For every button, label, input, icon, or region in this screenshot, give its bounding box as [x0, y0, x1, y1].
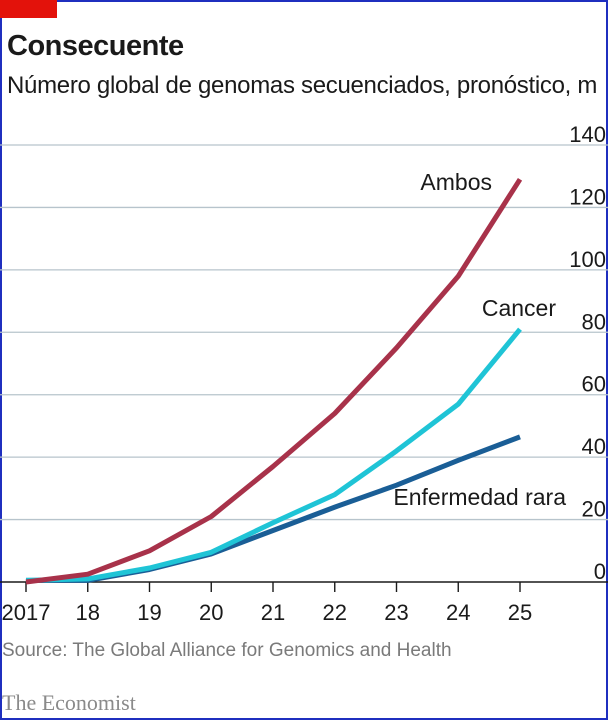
y-tick-label: 80 — [582, 309, 606, 334]
series-label-ambos: Ambos — [420, 169, 492, 195]
x-tick-label: 21 — [261, 600, 285, 625]
y-tick-label: 100 — [569, 247, 606, 272]
x-tick-label: 20 — [199, 600, 223, 625]
brand-red-bar — [0, 0, 57, 18]
y-tick-label: 0 — [594, 559, 606, 584]
series-label-enfermedad-rara: Enfermedad rara — [393, 484, 566, 510]
series-line-ambos — [25, 177, 523, 585]
y-tick-label: 60 — [582, 372, 606, 397]
publisher-logo: The Economist — [2, 690, 136, 715]
y-tick-label: 40 — [582, 434, 606, 459]
x-tick-label: 24 — [446, 600, 470, 625]
series-label-cancer: Cancer — [482, 295, 556, 321]
series-line-cancer — [25, 327, 522, 583]
y-tick-label: 20 — [582, 497, 606, 522]
chart-subtitle: Número global de genomas secuenciados, p… — [7, 72, 598, 99]
x-tick-label: 22 — [323, 600, 347, 625]
y-tick-label: 140 — [569, 122, 606, 147]
x-tick-label: 19 — [137, 600, 161, 625]
x-tick-label: 23 — [384, 600, 408, 625]
source-note: Source: The Global Alliance for Genomics… — [2, 640, 452, 661]
y-tick-label: 120 — [569, 184, 606, 209]
chart-title: Consecuente — [7, 30, 184, 62]
x-tick-label: 25 — [508, 600, 532, 625]
x-tick-label: 2017 — [2, 600, 51, 625]
x-tick-label: 18 — [76, 600, 100, 625]
